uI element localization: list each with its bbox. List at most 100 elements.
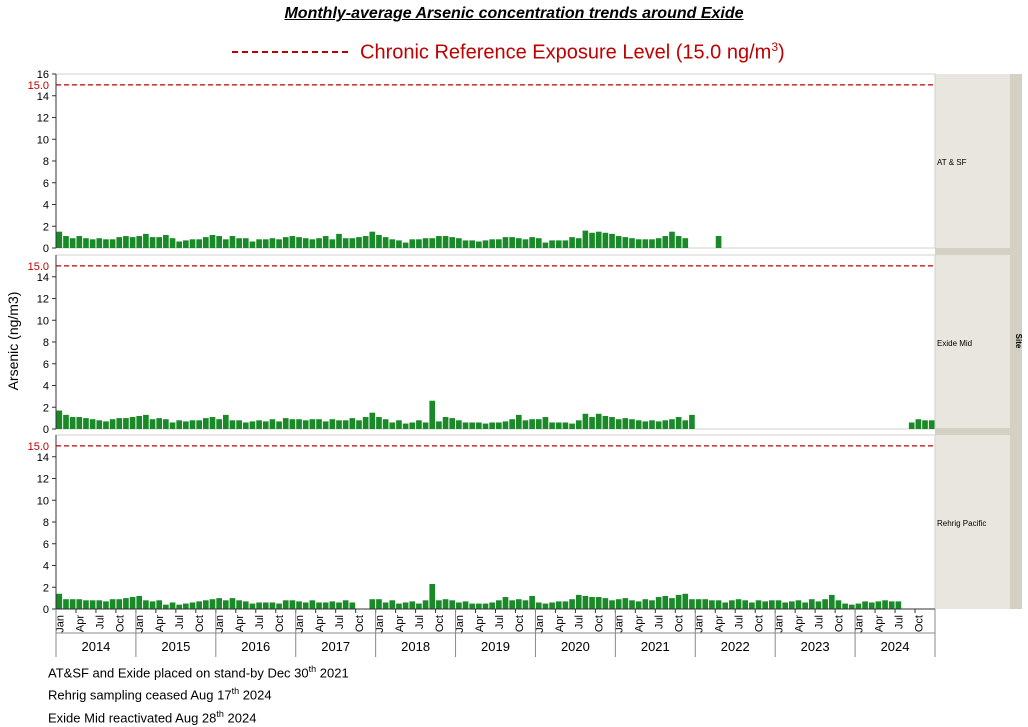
bar xyxy=(669,231,675,248)
bar xyxy=(555,601,562,609)
year-label: 2024 xyxy=(881,639,910,654)
x-tick-label: Apr xyxy=(873,615,885,632)
bar xyxy=(762,601,769,609)
bar xyxy=(549,602,555,609)
bar xyxy=(136,415,143,429)
bar xyxy=(342,238,349,248)
bar xyxy=(116,237,123,248)
bar xyxy=(396,603,402,609)
bar xyxy=(595,413,602,429)
bar xyxy=(642,239,649,248)
bar xyxy=(249,603,256,609)
bar xyxy=(482,240,489,248)
bar xyxy=(309,239,316,248)
bar xyxy=(342,420,349,429)
bar xyxy=(569,599,575,609)
reference-line-label: 15.0 xyxy=(28,441,49,453)
bar xyxy=(882,600,888,609)
bar xyxy=(595,231,602,248)
bar xyxy=(282,600,289,609)
x-tick-label: Jul xyxy=(334,615,346,629)
x-tick-label: Jan xyxy=(694,615,706,633)
year-label: 2023 xyxy=(801,639,830,654)
bar xyxy=(542,417,549,429)
x-tick-label: Oct xyxy=(754,615,766,632)
bar xyxy=(742,600,749,609)
bar xyxy=(256,420,262,429)
bar xyxy=(662,236,669,248)
x-tick-label: Apr xyxy=(474,615,486,632)
bar xyxy=(722,602,729,609)
bar xyxy=(542,603,549,609)
bar xyxy=(456,238,462,248)
year-label: 2021 xyxy=(641,639,670,654)
bar xyxy=(56,231,63,248)
chart-title: Monthly-average Arsenic concentration tr… xyxy=(284,5,744,22)
y-tick-label: 0 xyxy=(43,604,49,616)
bar xyxy=(269,419,276,429)
year-label: 2015 xyxy=(161,639,190,654)
x-tick-label: Oct xyxy=(434,615,446,632)
bar xyxy=(449,237,456,248)
bar xyxy=(675,236,682,248)
bar xyxy=(129,597,136,609)
bar xyxy=(296,601,302,609)
bar xyxy=(489,422,495,429)
y-tick-label: 6 xyxy=(43,359,49,371)
y-tick-label: 12 xyxy=(37,474,49,486)
bar xyxy=(356,237,362,248)
bar xyxy=(196,239,202,248)
bar xyxy=(336,420,342,429)
bar xyxy=(109,239,116,248)
y-tick-label: 0 xyxy=(43,424,49,436)
bar xyxy=(715,236,722,248)
bar xyxy=(442,417,449,429)
bar xyxy=(682,420,689,429)
y-tick-label: 6 xyxy=(43,539,49,551)
bar xyxy=(589,232,595,248)
bar xyxy=(89,239,96,248)
bar xyxy=(302,602,309,609)
legend-reference-line-swatch xyxy=(232,51,348,53)
bar xyxy=(56,593,63,609)
x-tick-label: Apr xyxy=(234,615,246,632)
bar xyxy=(589,597,595,609)
year-label: 2018 xyxy=(401,639,430,654)
bar xyxy=(402,423,409,429)
bar xyxy=(715,600,722,609)
bar xyxy=(449,600,456,609)
bar xyxy=(129,237,136,248)
bar xyxy=(862,601,868,609)
bar xyxy=(502,421,509,429)
bar xyxy=(156,237,163,248)
bar xyxy=(682,238,689,248)
x-tick-label: Jan xyxy=(534,615,546,633)
bar xyxy=(389,600,396,609)
x-tick-label: Jan xyxy=(134,615,146,633)
bar xyxy=(209,417,216,429)
bar xyxy=(689,414,695,429)
bar xyxy=(695,599,702,609)
year-label: 2019 xyxy=(481,639,510,654)
bar xyxy=(755,600,762,609)
bar xyxy=(535,238,542,248)
bar xyxy=(269,238,276,248)
x-tick-label: Jul xyxy=(94,615,106,629)
bar xyxy=(282,237,289,248)
bar xyxy=(629,600,635,609)
y-tick-label: 10 xyxy=(37,134,49,146)
x-tick-label: Jul xyxy=(494,615,506,629)
bar xyxy=(642,421,649,429)
x-tick-label: Apr xyxy=(554,615,566,632)
y-tick-label: 10 xyxy=(37,495,49,507)
x-tick-label: Jan xyxy=(54,615,66,633)
y-tick-label: 8 xyxy=(43,337,49,349)
y-axis-title: Arsenic (ng/m3) xyxy=(5,292,21,391)
bar xyxy=(69,417,76,429)
bar xyxy=(469,240,476,248)
bar xyxy=(549,240,555,248)
bar xyxy=(236,600,242,609)
site-strip xyxy=(1010,74,1022,609)
bar xyxy=(449,418,456,429)
bar xyxy=(209,234,216,248)
